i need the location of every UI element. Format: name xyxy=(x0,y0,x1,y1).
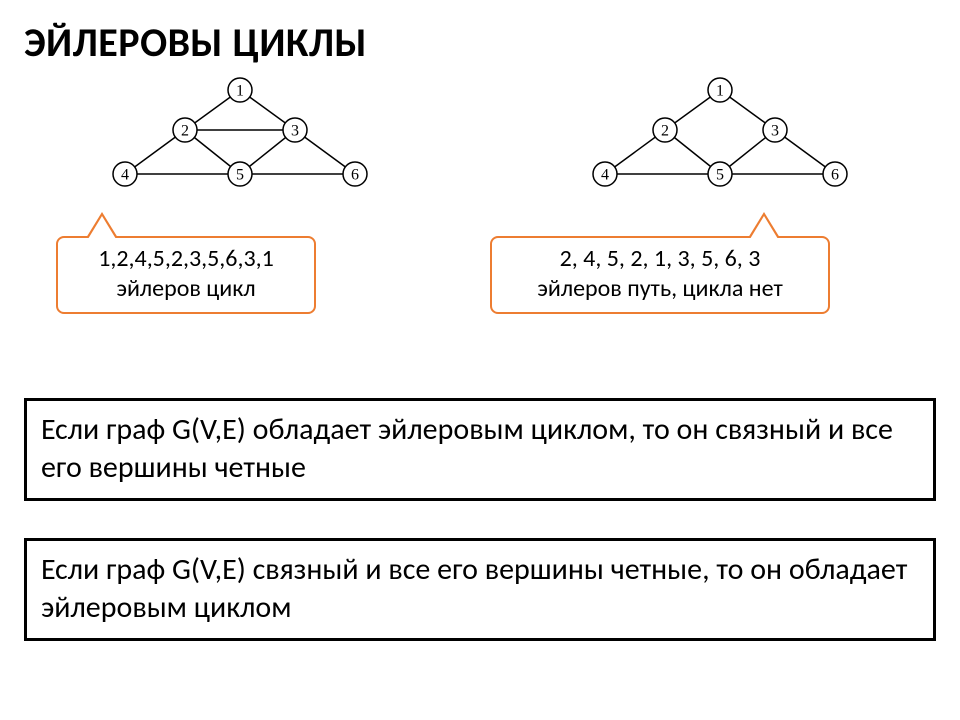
graph-node-label: 4 xyxy=(601,167,609,184)
graph-left: 1 2 3 4 5 6 xyxy=(90,72,390,202)
callout-left-line2: эйлеров цикл xyxy=(72,274,300,304)
graph-node-label: 2 xyxy=(181,123,189,140)
graph-node-label: 4 xyxy=(121,167,129,184)
graph-node-label: 1 xyxy=(716,83,724,100)
callout-tail-inner-icon xyxy=(750,216,778,239)
theorem-2: Если граф G(V,E) связный и все его верши… xyxy=(24,538,936,641)
callout-tail-inner-icon xyxy=(88,216,116,239)
graph-node-label: 1 xyxy=(236,83,244,100)
callout-right-line2: эйлеров путь, цикла нет xyxy=(506,274,814,304)
theorem-2-text: Если граф G(V,E) связный и все его верши… xyxy=(41,551,907,626)
graph-right: 1 2 3 4 5 6 xyxy=(570,72,870,202)
theorem-1: Если граф G(V,E) обладает эйлеровым цикл… xyxy=(24,398,936,501)
theorem-1-text: Если граф G(V,E) обладает эйлеровым цикл… xyxy=(41,411,893,486)
graph-node-label: 3 xyxy=(291,123,299,140)
page-title: ЭЙЛЕРОВЫ ЦИКЛЫ xyxy=(24,18,367,67)
callout-right: 2, 4, 5, 2, 1, 3, 5, 6, 3 эйлеров путь, … xyxy=(490,236,830,314)
graph-node-label: 3 xyxy=(771,123,779,140)
graph-node-label: 6 xyxy=(351,167,359,184)
graph-node-label: 2 xyxy=(661,123,669,140)
graph-node-label: 5 xyxy=(236,167,244,184)
callout-left: 1,2,4,5,2,3,5,6,3,1 эйлеров цикл xyxy=(56,236,316,314)
callout-left-line1: 1,2,4,5,2,3,5,6,3,1 xyxy=(72,244,300,274)
graph-node-label: 5 xyxy=(716,167,724,184)
callout-right-line1: 2, 4, 5, 2, 1, 3, 5, 6, 3 xyxy=(506,244,814,274)
graph-node-label: 6 xyxy=(831,167,839,184)
